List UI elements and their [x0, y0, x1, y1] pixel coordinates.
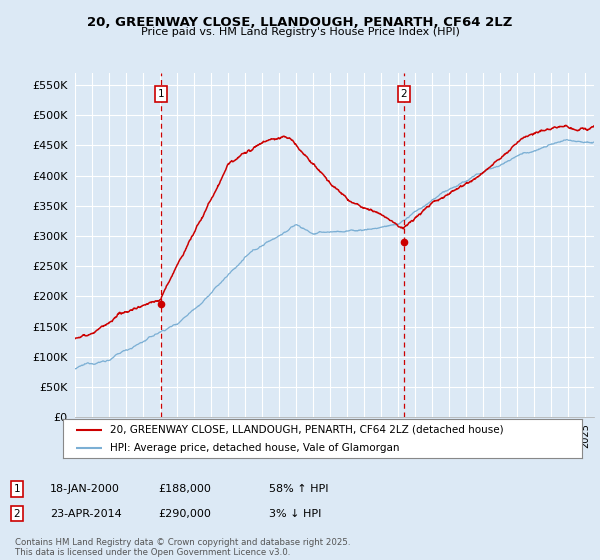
Text: 1: 1 — [158, 89, 164, 99]
Text: HPI: Average price, detached house, Vale of Glamorgan: HPI: Average price, detached house, Vale… — [110, 443, 399, 453]
Text: Contains HM Land Registry data © Crown copyright and database right 2025.
This d: Contains HM Land Registry data © Crown c… — [15, 538, 350, 557]
Text: 20, GREENWAY CLOSE, LLANDOUGH, PENARTH, CF64 2LZ: 20, GREENWAY CLOSE, LLANDOUGH, PENARTH, … — [88, 16, 512, 29]
Text: 20, GREENWAY CLOSE, LLANDOUGH, PENARTH, CF64 2LZ (detached house): 20, GREENWAY CLOSE, LLANDOUGH, PENARTH, … — [110, 424, 503, 435]
Text: 3% ↓ HPI: 3% ↓ HPI — [269, 508, 321, 519]
Text: Price paid vs. HM Land Registry's House Price Index (HPI): Price paid vs. HM Land Registry's House … — [140, 27, 460, 37]
Text: 18-JAN-2000: 18-JAN-2000 — [50, 484, 119, 494]
Text: 58% ↑ HPI: 58% ↑ HPI — [269, 484, 328, 494]
Text: £290,000: £290,000 — [158, 508, 211, 519]
Text: 23-APR-2014: 23-APR-2014 — [50, 508, 122, 519]
Text: 2: 2 — [13, 508, 20, 519]
Text: 1: 1 — [13, 484, 20, 494]
Text: £188,000: £188,000 — [158, 484, 211, 494]
Text: 2: 2 — [400, 89, 407, 99]
